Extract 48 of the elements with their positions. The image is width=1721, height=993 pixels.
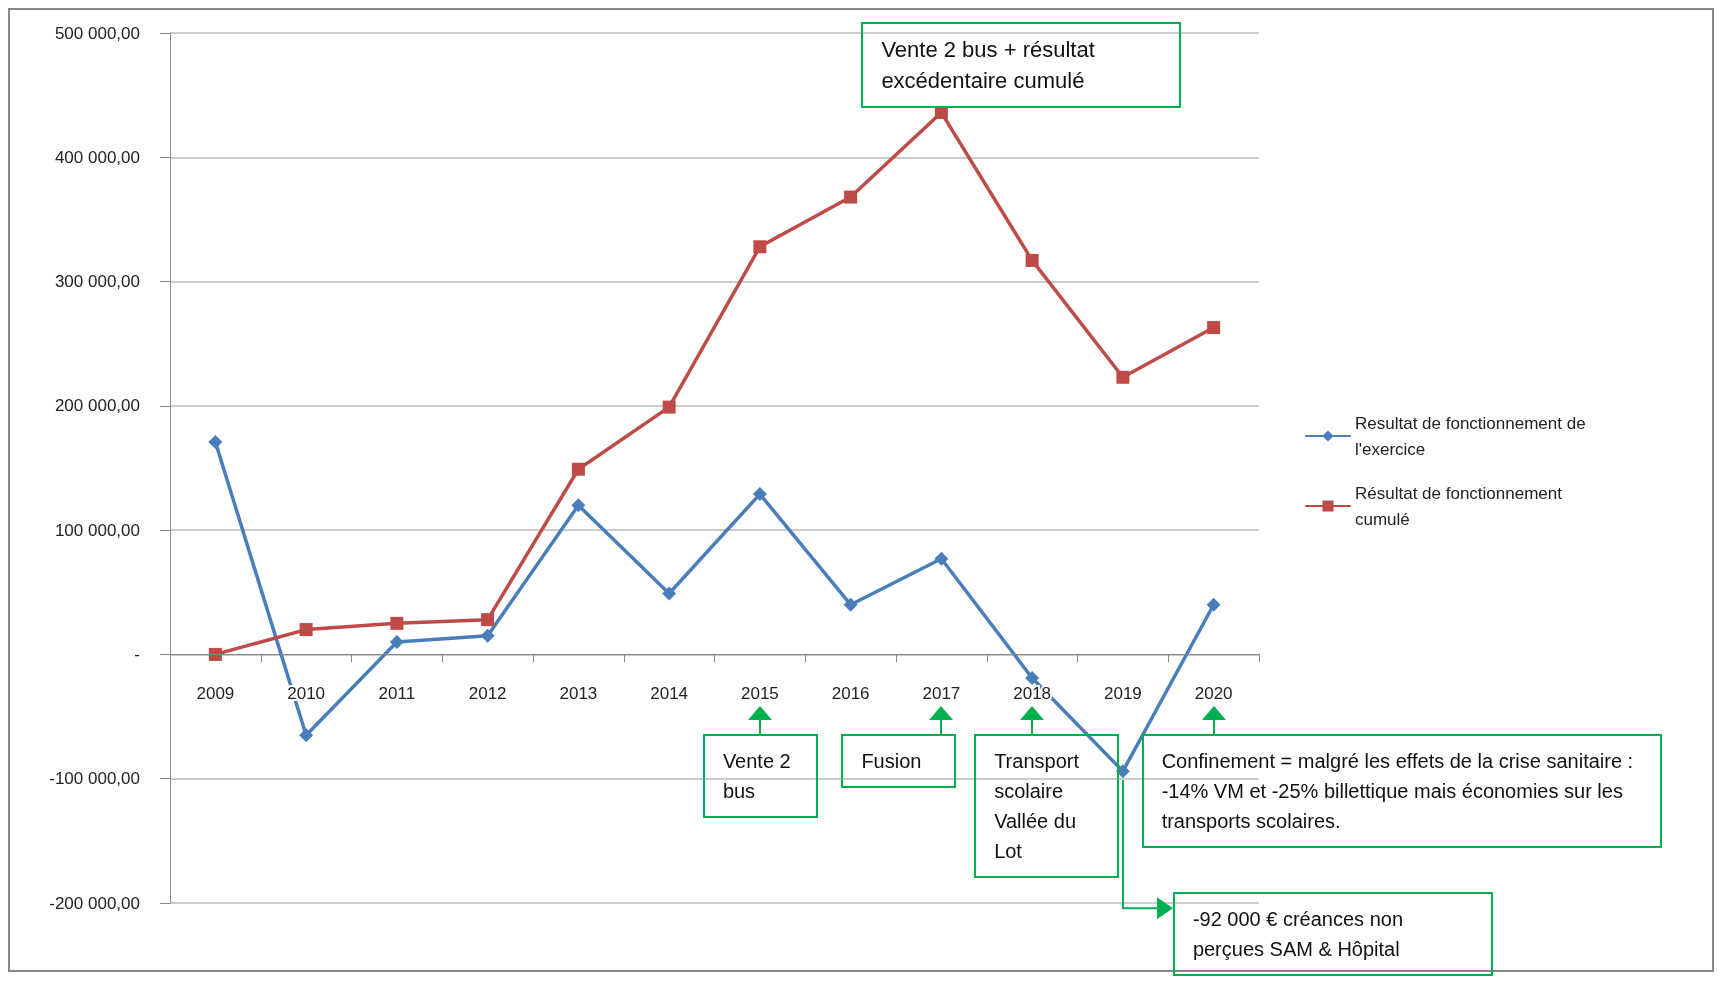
y-tick-label: 100 000,00 (54, 520, 140, 540)
point (843, 597, 858, 612)
annotation: Vente 2 bus + résultat excédentaire cumulé (861, 22, 1182, 108)
y-tick-label: 300 000,00 (54, 272, 140, 292)
y-tick-label: 200 000,00 (54, 396, 140, 416)
annotation: Fusion (841, 734, 957, 789)
x-tick-label: 2019 (1103, 684, 1142, 704)
point (571, 462, 585, 476)
legend-label: Resultat de fonctionnement de l'exercice (1355, 413, 1591, 459)
point (481, 613, 495, 627)
point (1025, 671, 1040, 686)
point (844, 190, 858, 204)
y-tick-label: -100 000,00 (49, 769, 140, 789)
point (753, 240, 767, 254)
x-tick-label: 2020 (1194, 684, 1233, 704)
point (1207, 321, 1221, 335)
point (662, 400, 676, 414)
legend-label: Résultat de fonctionnement cumulé (1355, 483, 1567, 529)
point (299, 623, 313, 637)
x-tick-label: 2013 (559, 684, 598, 704)
x-tick-label: 2012 (468, 684, 507, 704)
point (208, 434, 223, 449)
y-tick-label: - (134, 644, 140, 664)
x-tick-label: 2009 (196, 684, 235, 704)
point (571, 498, 586, 513)
x-tick-label: 2015 (740, 684, 779, 704)
point (1116, 370, 1130, 384)
point (752, 487, 767, 502)
annotation: Transport scolaire Vallée du Lot (974, 734, 1120, 879)
point (662, 586, 677, 601)
y-tick-label: 400 000,00 (54, 147, 140, 167)
point (208, 647, 222, 661)
x-tick-label: 2016 (831, 684, 870, 704)
point (389, 635, 404, 649)
point (1206, 597, 1221, 612)
x-tick-label: 2014 (650, 684, 689, 704)
annotation: Vente 2 bus (702, 734, 818, 819)
point (390, 616, 404, 630)
x-tick-label: 2017 (922, 684, 961, 704)
x-tick-label: 2011 (378, 684, 416, 704)
point (299, 728, 314, 743)
point (480, 628, 495, 643)
annotation: Confinement = malgré les effets de la crise sanitaire : -14% VM et -25% billettique mais économies sur les transports scolaires. (1141, 734, 1662, 849)
point (934, 551, 949, 566)
y-tick-label: 500 000,00 (54, 23, 140, 43)
point (1025, 253, 1039, 267)
y-tick-label: -200 000,00 (49, 893, 140, 913)
text: -92 000 € créances non perçues SAM & Hôpital (1172, 892, 1493, 977)
